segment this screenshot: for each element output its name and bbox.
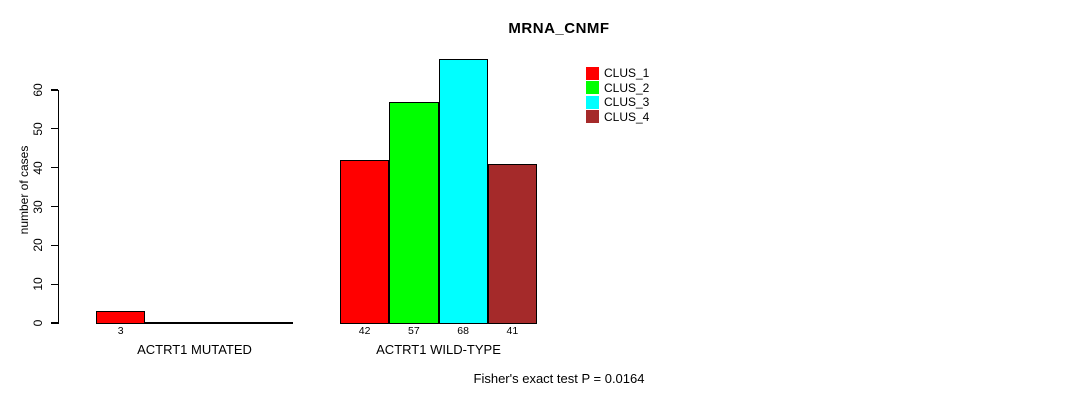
legend-swatch: [586, 66, 599, 80]
legend-swatch: [586, 81, 599, 95]
bar-clus_1: [96, 311, 146, 324]
group-label: ACTRT1 WILD-TYPE: [376, 342, 501, 357]
y-tick-mark: [51, 205, 58, 208]
legend-swatch: [586, 110, 599, 124]
y-tick-mark: [51, 167, 58, 169]
bar-value-label: 3: [117, 325, 124, 337]
y-axis-label: number of cases: [17, 145, 31, 235]
bar-value-label: 41: [506, 325, 519, 337]
y-tick-mark: [51, 244, 58, 246]
y-tick-label: 60: [31, 83, 45, 97]
legend-item: CLUS_1: [586, 66, 649, 81]
legend-label: CLUS_4: [604, 109, 650, 124]
stat-test-caption: Fisher's exact test P = 0.0164: [473, 371, 645, 386]
legend-label: CLUS_3: [604, 95, 650, 110]
y-tick-label: 10: [31, 277, 45, 291]
legend-item: CLUS_2: [586, 81, 649, 96]
legend: CLUS_1 CLUS_2 CLUS_3 CLUS_4: [586, 66, 649, 124]
chart-title: MRNA_CNMF: [508, 20, 610, 37]
y-tick-mark: [51, 322, 58, 324]
y-tick-label: 0: [31, 319, 45, 327]
y-tick-mark: [51, 89, 58, 91]
y-tick-mark: [51, 128, 58, 130]
bar-value-label: 68: [457, 325, 469, 337]
bar-clus_4: [487, 163, 537, 324]
y-axis-line: [58, 90, 60, 324]
bar-clus_3: [438, 58, 488, 324]
bar-value-label: 42: [358, 325, 371, 337]
legend-label: CLUS_2: [604, 80, 650, 95]
y-tick-label: 20: [31, 238, 45, 253]
group-baseline: [96, 322, 293, 324]
bar-clus_2: [389, 101, 439, 324]
legend-item: CLUS_3: [586, 95, 649, 110]
y-tick-mark: [51, 283, 58, 285]
bar-clus_1: [340, 159, 390, 324]
y-tick-label: 50: [31, 122, 45, 136]
y-tick-label: 40: [31, 160, 45, 175]
legend-label: CLUS_1: [604, 66, 650, 81]
y-tick-label: 30: [31, 199, 45, 214]
legend-item: CLUS_4: [586, 110, 649, 125]
group-label: ACTRT1 MUTATED: [137, 342, 252, 357]
legend-swatch: [586, 95, 599, 109]
bar-value-label: 57: [408, 325, 420, 337]
